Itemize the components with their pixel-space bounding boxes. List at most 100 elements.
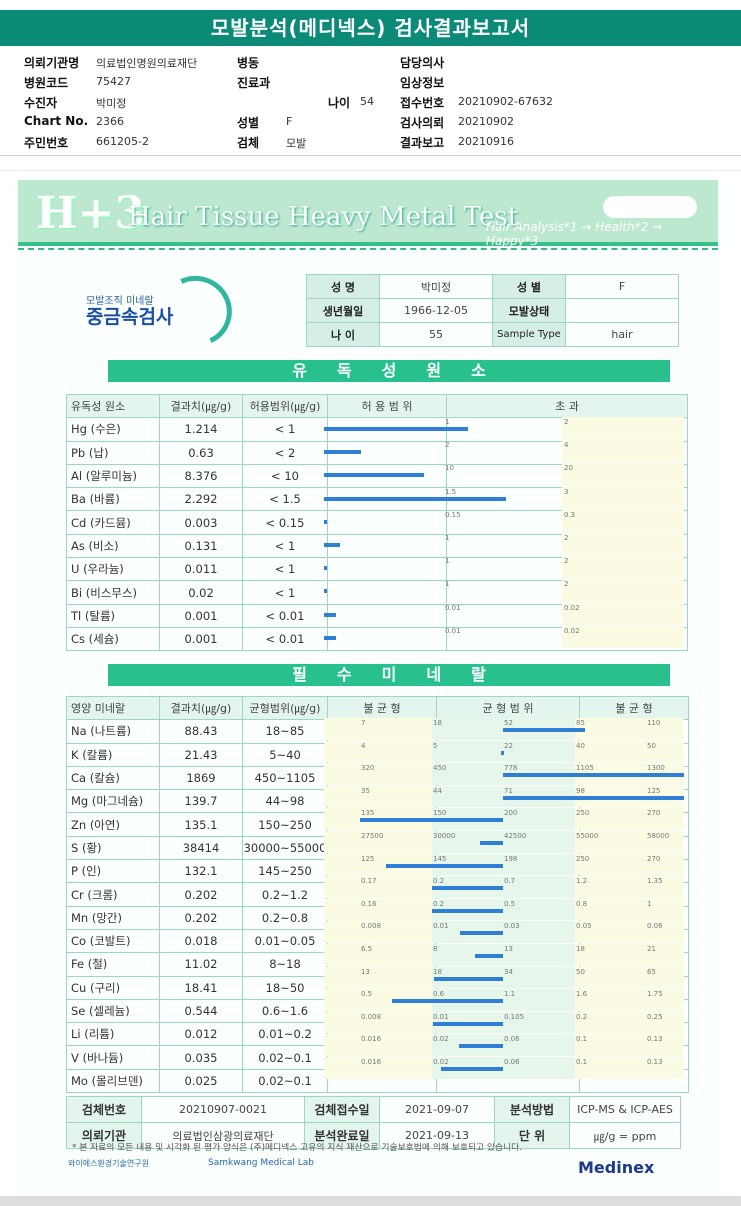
age-value: 55 [379, 322, 493, 347]
result-value: 135.1 [159, 812, 243, 837]
sample-label: Sample Type [492, 322, 566, 347]
result-bar [503, 773, 684, 778]
tick-label: 44 [433, 786, 442, 795]
excess-zone-fill [562, 602, 684, 625]
allowed-range: < 2 [242, 440, 328, 465]
info-value: F [286, 115, 293, 128]
tick-label: 18 [576, 945, 585, 953]
tick-label: 0.01 [445, 626, 461, 635]
tick-label: 2 [564, 557, 569, 566]
banner-blank-pill [603, 196, 697, 218]
info-value: 의료법인명원의료재단 [96, 57, 198, 70]
tick-label: 18 [433, 967, 442, 976]
done-label: 분석완료일 [304, 1122, 380, 1149]
tick-label: 52 [504, 719, 513, 727]
method-label: 분석방법 [494, 1096, 570, 1123]
report-banner: H+3 Hair Tissue Heavy Metal Test Hair An… [18, 180, 718, 248]
info-label: 수진자 [24, 96, 58, 110]
result-value: 0.131 [159, 533, 243, 559]
result-value: 0.63 [159, 440, 243, 465]
tick-label: 0.15 [445, 510, 461, 519]
tick-label: 0.2 [433, 899, 445, 908]
tick-label: 6.5 [361, 945, 373, 953]
tick-label: 21 [647, 945, 656, 953]
tick-label: 40 [576, 741, 585, 750]
banner-subtitle: Hair Analysis*1 → Health*2 → Happy*3 [486, 220, 663, 248]
result-value: 0.003 [159, 510, 243, 535]
info-label: 병동 [237, 56, 260, 70]
tick-label: 2 [564, 418, 569, 426]
tick-label: 125 [647, 786, 661, 795]
tick-label: 50 [576, 967, 585, 976]
low-zone-fill [324, 1057, 432, 1079]
element-name: Se (셀레늄) [66, 998, 160, 1024]
result-value: 0.001 [159, 626, 243, 652]
excess-zone-fill [562, 509, 684, 532]
balance-zone-fill [432, 853, 575, 876]
tick-label: 0.2 [576, 1012, 588, 1021]
allowed-zone [327, 580, 447, 605]
high-zone-fill [575, 1011, 684, 1034]
low-zone-fill [324, 785, 432, 808]
tick-label: 98 [576, 786, 585, 795]
result-bar [460, 931, 503, 936]
name-value: 박미정 [379, 274, 493, 299]
element-name: Al (알루미늄) [66, 463, 160, 489]
dashed-line [18, 248, 718, 250]
tick-label: 71 [504, 786, 513, 795]
balance-zone-fill [432, 989, 575, 1011]
result-bar [360, 818, 503, 823]
balance-range: 0.2~1.2 [242, 882, 328, 907]
table-header: 균 형 범 위 [436, 695, 580, 721]
element-name: U (우라늄) [66, 557, 160, 582]
hair-value [565, 298, 679, 323]
tick-label: 2 [445, 441, 450, 450]
element-name: Ba (바륨) [66, 487, 160, 512]
tick-label: 13 [361, 967, 370, 976]
balance-range: 18~85 [242, 719, 328, 744]
low-zone-fill [324, 966, 432, 989]
high-zone-fill [575, 718, 684, 740]
balance-zone-fill [432, 876, 575, 898]
tick-label: 450 [433, 764, 447, 773]
tick-label: 270 [647, 809, 661, 818]
tick-label: 13 [504, 945, 513, 953]
h3-logo: H+3 [36, 188, 146, 239]
tick-label: 27500 [361, 832, 384, 840]
result-bar [432, 886, 503, 891]
excess-zone-fill [562, 556, 684, 579]
balance-range: 145~250 [242, 859, 328, 884]
result-bar [324, 635, 336, 640]
result-value: 139.7 [159, 789, 243, 814]
table-header: 영양 미네랄 [66, 695, 160, 721]
allowed-range: < 1 [242, 580, 328, 605]
result-value: 0.018 [159, 928, 243, 954]
tick-label: 0.02 [433, 1058, 449, 1066]
tick-label: 0.008 [361, 1012, 382, 1021]
tick-label: 34 [504, 967, 513, 976]
hair-label: 모발상태 [492, 298, 566, 323]
dob-value: 1966-12-05 [379, 298, 493, 323]
balance-range: 450~1105 [242, 765, 328, 791]
result-value: 21.43 [159, 742, 243, 767]
tick-label: 18 [433, 719, 442, 727]
balance-zone-fill [432, 1011, 575, 1034]
table-header: 균형범위(㎍/g) [242, 695, 328, 721]
result-bar [433, 976, 503, 981]
tick-label: 3 [564, 487, 569, 496]
excess-zone-fill [562, 463, 684, 486]
info-value: 박미정 [96, 97, 127, 110]
element-name: Mo (몰리브덴) [66, 1068, 160, 1094]
element-name: V (바나듐) [66, 1045, 160, 1070]
balance-zone-fill [432, 898, 575, 921]
balance-range: 5~40 [242, 742, 328, 767]
result-bar [324, 473, 424, 478]
balance-range: 44~98 [242, 789, 328, 814]
high-zone-fill [575, 740, 684, 763]
tick-label: 110 [647, 719, 661, 727]
balance-zone-fill [432, 966, 575, 989]
balance-range: 150~250 [242, 812, 328, 837]
result-bar [324, 427, 469, 431]
tick-label: 1 [647, 899, 652, 908]
